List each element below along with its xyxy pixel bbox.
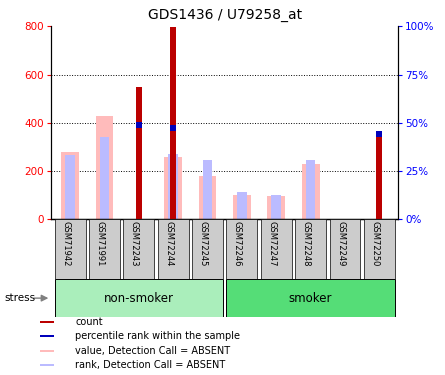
Bar: [198, 176, 216, 219]
Bar: [306, 159, 316, 219]
Bar: [65, 155, 75, 219]
Bar: [61, 152, 79, 219]
Bar: [302, 164, 320, 219]
FancyBboxPatch shape: [89, 219, 120, 279]
Text: GSM72246: GSM72246: [233, 221, 242, 267]
Bar: [40, 335, 54, 337]
Title: GDS1436 / U79258_at: GDS1436 / U79258_at: [148, 9, 302, 22]
Bar: [40, 321, 54, 322]
Bar: [40, 364, 54, 366]
Bar: [227, 279, 395, 317]
Text: GSM71991: GSM71991: [95, 221, 105, 267]
Bar: [40, 350, 54, 352]
FancyBboxPatch shape: [261, 219, 292, 279]
Bar: [376, 135, 382, 219]
FancyBboxPatch shape: [192, 219, 223, 279]
Text: GSM72249: GSM72249: [336, 221, 345, 267]
FancyBboxPatch shape: [55, 219, 85, 279]
Bar: [376, 131, 382, 137]
Bar: [170, 125, 176, 131]
Text: GSM72248: GSM72248: [302, 221, 311, 267]
Text: GSM72244: GSM72244: [164, 221, 173, 267]
Text: percentile rank within the sample: percentile rank within the sample: [75, 331, 240, 341]
FancyBboxPatch shape: [330, 219, 360, 279]
Text: GSM72245: GSM72245: [198, 221, 207, 267]
Text: value, Detection Call = ABSENT: value, Detection Call = ABSENT: [75, 346, 231, 355]
Bar: [100, 137, 109, 219]
Bar: [203, 159, 212, 219]
Bar: [96, 116, 113, 219]
Bar: [233, 195, 251, 219]
FancyBboxPatch shape: [364, 219, 395, 279]
Bar: [267, 196, 285, 219]
Text: GSM71942: GSM71942: [61, 221, 70, 267]
Text: GSM72250: GSM72250: [370, 221, 380, 267]
Bar: [271, 195, 281, 219]
FancyBboxPatch shape: [123, 219, 154, 279]
Bar: [237, 192, 247, 219]
Text: GSM72247: GSM72247: [267, 221, 276, 267]
Bar: [168, 154, 178, 219]
FancyBboxPatch shape: [227, 219, 257, 279]
Text: rank, Detection Call = ABSENT: rank, Detection Call = ABSENT: [75, 360, 226, 370]
Bar: [170, 27, 176, 219]
Text: smoker: smoker: [289, 292, 332, 304]
Text: GSM72243: GSM72243: [130, 221, 139, 267]
FancyBboxPatch shape: [158, 219, 189, 279]
Bar: [55, 279, 223, 317]
Bar: [164, 157, 182, 219]
FancyBboxPatch shape: [295, 219, 326, 279]
Text: stress: stress: [4, 293, 36, 303]
Text: non-smoker: non-smoker: [104, 292, 174, 304]
Text: count: count: [75, 316, 103, 327]
Bar: [136, 122, 142, 128]
Bar: [136, 87, 142, 219]
